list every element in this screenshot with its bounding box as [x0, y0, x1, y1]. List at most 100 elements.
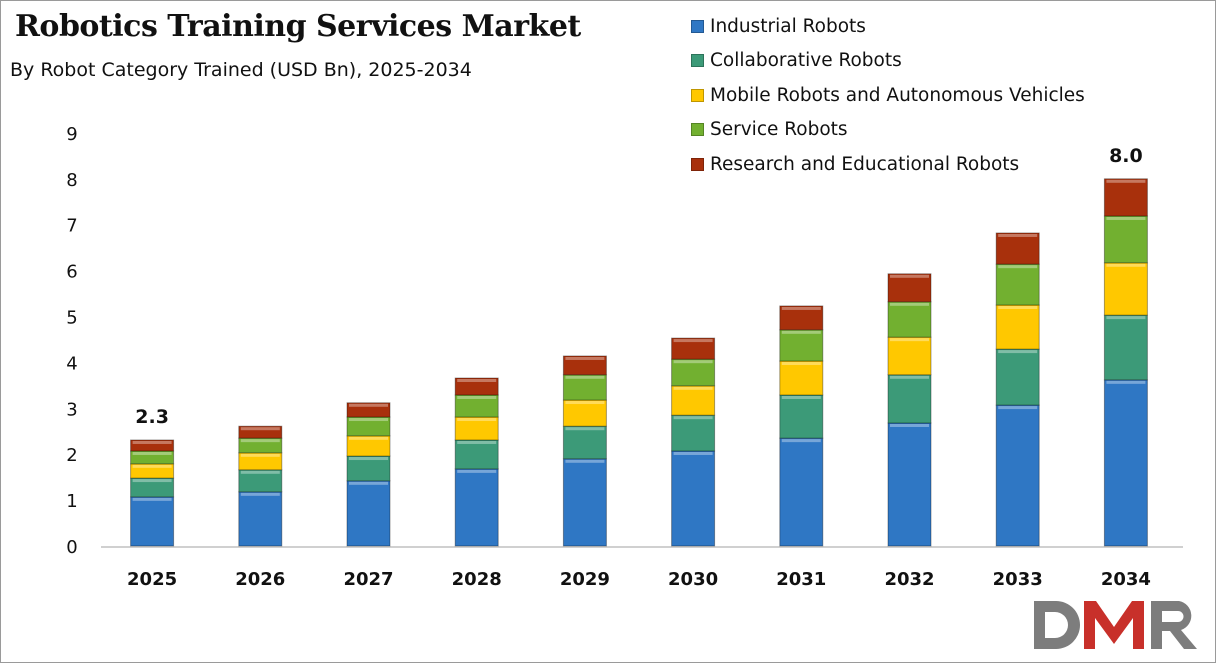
bar-segment	[779, 329, 824, 362]
bar-segment	[779, 360, 824, 396]
bar-bevel-highlight	[781, 330, 821, 334]
bar-segment	[238, 491, 283, 547]
bar-bevel-highlight	[240, 427, 280, 431]
legend-swatch	[691, 123, 704, 137]
bar-segment	[995, 404, 1040, 547]
bar-segment	[779, 437, 824, 547]
legend-label: Research and Educational Robots	[710, 153, 1020, 175]
bar-segment	[1103, 379, 1148, 547]
bar-bevel-highlight	[998, 406, 1038, 410]
chart-subtitle: By Robot Category Trained (USD Bn), 2025…	[10, 59, 472, 81]
x-tick-label: 2030	[668, 569, 718, 590]
bar-segment	[671, 450, 716, 547]
bar-segment	[779, 305, 824, 331]
bar-segment	[1103, 178, 1148, 217]
bar-segment	[671, 358, 716, 387]
bar-bevel-highlight	[132, 479, 172, 483]
bar-bevel-highlight	[132, 464, 172, 468]
x-tick-label: 2034	[1101, 569, 1151, 590]
bar-bevel-highlight	[565, 459, 605, 463]
bar-segment	[887, 301, 932, 338]
legend-item: Industrial Robots	[691, 9, 1085, 44]
bar-bevel-highlight	[890, 423, 929, 427]
bar-bevel-highlight	[890, 274, 929, 278]
bar-bevel-highlight	[673, 451, 713, 455]
legend-swatch	[691, 157, 704, 171]
y-tick-label: 5	[66, 308, 77, 329]
bar-segment	[562, 425, 607, 460]
bar-segment	[238, 425, 283, 439]
legend-item: Collaborative Robots	[691, 44, 1085, 79]
bar-bevel-highlight	[565, 375, 605, 379]
bar-segment	[130, 439, 175, 452]
bar-segment	[671, 385, 716, 416]
x-tick-label: 2032	[884, 569, 934, 590]
bar-segment	[995, 232, 1040, 265]
bar-bevel-highlight	[349, 403, 388, 407]
bar-bevel-highlight	[890, 338, 929, 342]
bar-segment	[454, 439, 499, 470]
bar-bevel-highlight	[240, 470, 280, 474]
bar-segment	[887, 422, 932, 547]
bar-bevel-highlight	[1106, 263, 1146, 267]
x-tick-label: 2028	[452, 569, 502, 590]
y-tick-label: 1	[66, 491, 77, 512]
legend-swatch	[691, 19, 704, 33]
bar-bevel-highlight	[1106, 216, 1146, 220]
legend-label: Industrial Robots	[710, 15, 866, 37]
x-tick-label: 2029	[560, 569, 610, 590]
bar-bevel-highlight	[890, 375, 929, 379]
bar-segment	[995, 304, 1040, 350]
bar-segment	[887, 273, 932, 303]
bar-bevel-highlight	[565, 401, 605, 405]
legend-swatch	[691, 88, 704, 102]
bar-segment	[346, 402, 391, 418]
bar-bevel-highlight	[349, 418, 388, 422]
bar-bevel-highlight	[240, 492, 280, 496]
bar-bevel-highlight	[349, 457, 388, 461]
bar-bevel-highlight	[565, 427, 605, 431]
bar-bevel-highlight	[998, 306, 1038, 310]
legend: Industrial Robots Collaborative Robots Mob…	[691, 9, 1085, 182]
bar-segment	[1103, 262, 1148, 316]
bar-segment	[995, 348, 1040, 406]
bar-segment	[1103, 215, 1148, 264]
y-tick-label: 9	[66, 124, 77, 145]
bar-segment	[454, 377, 499, 396]
legend-swatch	[691, 54, 704, 68]
bar-bevel-highlight	[998, 233, 1038, 237]
bar-bevel-highlight	[457, 418, 497, 422]
x-tick-label: 2025	[127, 569, 177, 590]
bar-bevel-highlight	[565, 356, 605, 360]
bar-segment	[346, 455, 391, 482]
bar-bevel-highlight	[457, 379, 497, 383]
y-tick-label: 6	[66, 262, 77, 283]
bar-segment	[779, 394, 824, 439]
bar-bevel-highlight	[240, 453, 280, 457]
bar-bevel-highlight	[457, 440, 497, 444]
y-tick-label: 2	[66, 445, 77, 466]
bar-bevel-highlight	[349, 481, 388, 485]
y-tick-label: 8	[66, 170, 77, 191]
bar-segment	[671, 414, 716, 452]
bar-bevel-highlight	[781, 395, 821, 399]
bar-bevel-highlight	[349, 436, 388, 440]
dmr-logo	[1034, 601, 1197, 649]
x-tick-label: 2027	[343, 569, 393, 590]
y-tick-label: 7	[66, 216, 77, 237]
bar-bevel-highlight	[781, 362, 821, 366]
bar-bevel-highlight	[673, 360, 713, 364]
bar-bevel-highlight	[132, 497, 172, 501]
chart-title: Robotics Training Services Market	[15, 9, 581, 44]
data-label: 2.3	[135, 406, 169, 428]
bar-bevel-highlight	[1106, 380, 1146, 384]
bar-bevel-highlight	[457, 469, 497, 473]
legend-label: Service Robots	[710, 119, 848, 141]
bar-segment	[454, 468, 499, 547]
y-tick-label: 3	[66, 399, 77, 420]
bar-segment	[130, 496, 175, 547]
bar-segment	[562, 374, 607, 401]
bar-bevel-highlight	[673, 416, 713, 420]
bar-bevel-highlight	[673, 386, 713, 390]
x-tick-label: 2026	[235, 569, 285, 590]
